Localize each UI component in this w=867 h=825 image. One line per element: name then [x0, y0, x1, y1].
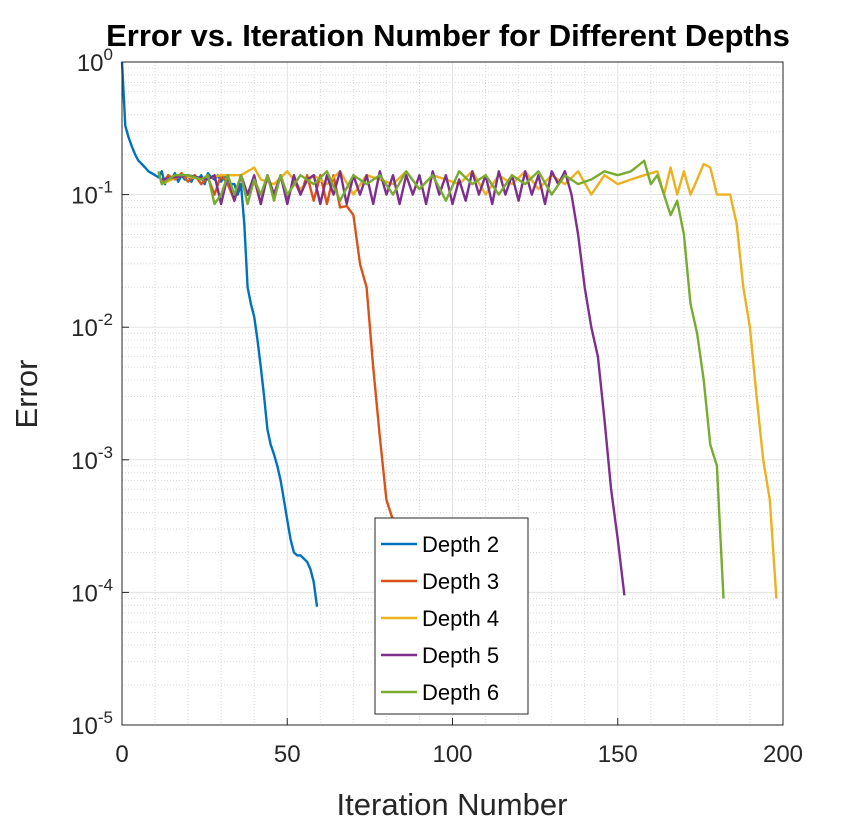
legend-label: Depth 5 — [422, 643, 499, 668]
y-tick-label: 10-1 — [71, 178, 113, 210]
legend-label: Depth 6 — [422, 680, 499, 705]
legend-label: Depth 4 — [422, 606, 499, 631]
x-axis-label: Iteration Number — [337, 787, 568, 822]
y-axis-label: Error — [9, 360, 44, 429]
x-tick-label: 100 — [432, 741, 472, 768]
series-line-4 — [161, 162, 778, 599]
x-tick-label: 150 — [598, 741, 638, 768]
y-tick-label: 10-5 — [71, 708, 113, 740]
legend-label: Depth 2 — [422, 532, 499, 557]
legend-label: Depth 3 — [422, 569, 499, 594]
legend: Depth 2 Depth 3 Depth 4 Depth 5 Depth 6 — [374, 517, 529, 715]
axis-ticks: 0 50 100 150 200 100 10-1 10-2 10-3 10-4 10-5 — [71, 45, 803, 768]
y-tick-label: 10-4 — [71, 575, 113, 607]
y-tick-label: 10-2 — [71, 310, 113, 342]
chart-title: Error vs. Iteration Number for Different… — [106, 18, 790, 53]
x-tick-label: 200 — [763, 741, 803, 768]
x-tick-label: 50 — [274, 741, 301, 768]
x-tick-label: 0 — [115, 741, 128, 768]
series-line-6 — [157, 159, 725, 599]
y-tick-label: 10-3 — [71, 443, 113, 475]
y-tick-label: 100 — [77, 45, 113, 77]
legend-box — [374, 517, 529, 715]
series-lines — [120, 61, 778, 607]
